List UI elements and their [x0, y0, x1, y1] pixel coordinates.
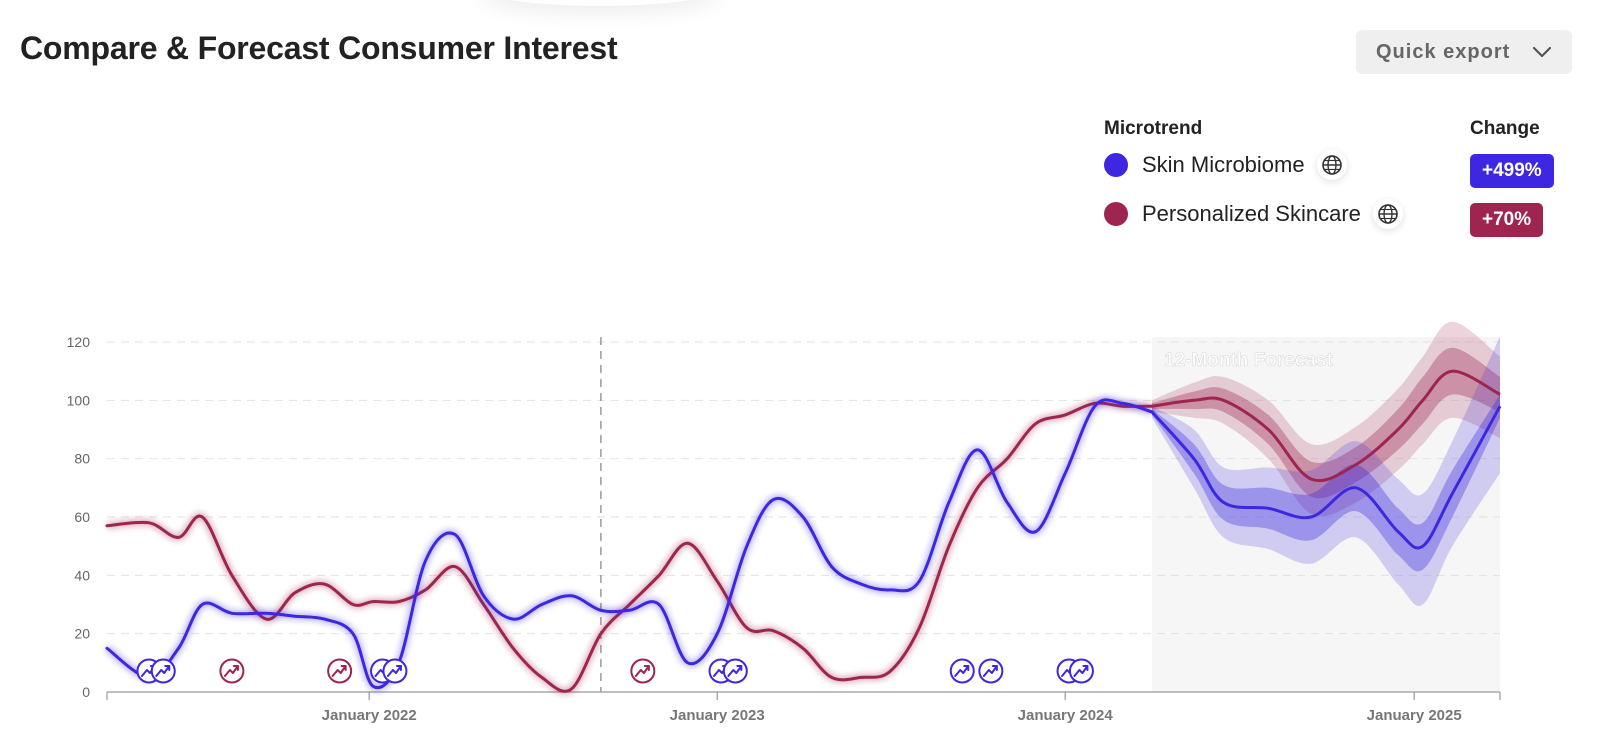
event-marker-arrowhead — [340, 665, 347, 671]
event-marker-glyph — [1073, 665, 1089, 677]
event-marker-arrowhead — [1082, 665, 1089, 671]
trend-event-icon — [327, 658, 353, 684]
forecast-line-personalized-skincare — [1151, 369, 1501, 482]
y-tick-label: 60 — [74, 509, 90, 525]
change-badge-personalized-skincare: +70% — [1470, 203, 1544, 237]
event-marker-glyph — [727, 665, 743, 677]
event-marker-arrowhead — [232, 665, 239, 671]
page-title: Compare & Forecast Consumer Interest — [20, 30, 618, 66]
series-line-skin-microbiome — [105, 398, 1154, 690]
y-tick-label: 80 — [74, 451, 90, 467]
forecast-band-outer-skin-microbiome — [1152, 336, 1500, 606]
quick-export-label: Quick export — [1376, 40, 1511, 63]
trend-event-icon — [722, 658, 748, 684]
trend-event-icon — [382, 658, 408, 684]
trend-event-icon — [630, 658, 656, 684]
event-marker-glyph — [982, 665, 998, 677]
legend-item-label: Skin Microbiome — [1142, 152, 1305, 177]
trend-event-icon — [978, 658, 1004, 684]
globe-icon[interactable] — [1316, 150, 1347, 180]
x-tick-label: January 2025 — [1367, 707, 1462, 724]
y-tick-label: 20 — [74, 626, 90, 642]
event-marker-arrowhead — [963, 665, 970, 671]
trend-event-icon — [219, 658, 245, 684]
event-marker-arrowhead — [736, 665, 743, 671]
quick-export-button[interactable]: Quick export — [1356, 30, 1572, 74]
y-tick-label: 0 — [82, 684, 90, 700]
series-color-dot — [1104, 202, 1128, 226]
legend-microtrend-header: Microtrend — [1104, 118, 1203, 139]
series-glow-skin-microbiome — [104, 396, 1154, 692]
legend-item-personalized-skincare[interactable]: Personalized Skincare — [1104, 199, 1403, 229]
series-line-personalized-skincare — [105, 401, 1154, 693]
y-tick-label: 100 — [67, 392, 91, 408]
globe-icon[interactable] — [1372, 199, 1403, 229]
change-badge-skin-microbiome: +499% — [1470, 154, 1554, 188]
event-marker-glyph — [331, 665, 347, 677]
forecast-label: 12-Month Forecast — [1164, 350, 1334, 371]
forecast-line-skin-microbiome — [1150, 405, 1502, 550]
forecast-band-inner-personalized-skincare — [1152, 347, 1500, 499]
legend-item-label: Personalized Skincare — [1142, 201, 1361, 226]
forecast-band-inner-skin-microbiome — [1152, 394, 1500, 572]
event-marker-arrowhead — [643, 665, 650, 671]
trend-event-icon — [150, 658, 176, 684]
legend-change-header: Change — [1470, 118, 1540, 139]
x-tick-label: January 2023 — [670, 707, 765, 724]
forecast-band-outer-personalized-skincare — [1152, 321, 1500, 517]
series-color-dot — [1104, 153, 1128, 177]
chevron-down-icon — [1532, 46, 1552, 58]
x-tick-label: January 2022 — [322, 707, 417, 724]
legend-item-skin-microbiome[interactable]: Skin Microbiome — [1104, 150, 1347, 180]
trend-event-icon — [1068, 658, 1094, 684]
x-tick-label: January 2024 — [1018, 707, 1114, 724]
event-marker-glyph — [223, 665, 239, 677]
event-marker-glyph — [386, 665, 402, 677]
series-glow-personalized-skincare — [106, 399, 1153, 695]
event-marker-arrowhead — [164, 665, 171, 671]
event-marker-arrowhead — [991, 665, 998, 671]
event-marker-glyph — [634, 665, 650, 677]
event-marker-glyph — [954, 665, 970, 677]
y-tick-label: 120 — [67, 334, 91, 350]
event-marker-arrowhead — [395, 665, 402, 671]
trend-event-icon — [949, 658, 975, 684]
y-tick-label: 40 — [74, 567, 90, 583]
event-marker-glyph — [155, 665, 171, 677]
